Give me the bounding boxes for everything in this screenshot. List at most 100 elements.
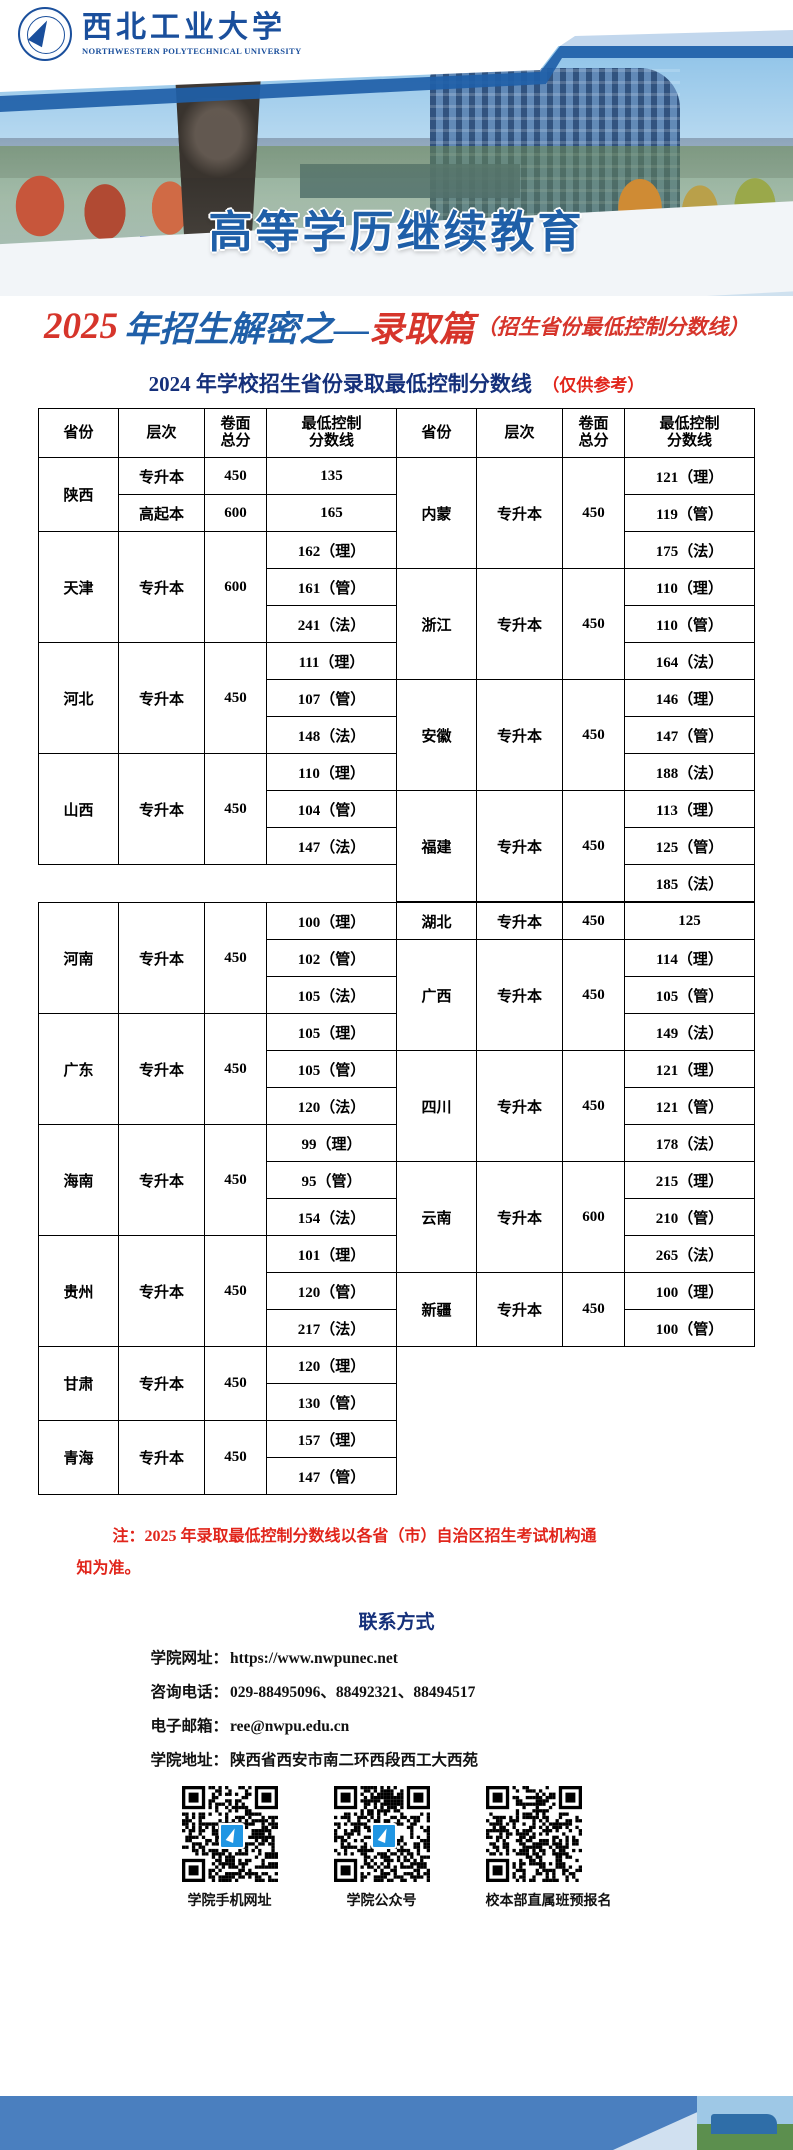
cell-level-left: 专升本 (118, 457, 205, 495)
cell-score-right: 100（理） (624, 1272, 755, 1310)
table-row: 217（法） 100（管） (39, 1309, 755, 1347)
cell-total-right: 450 (562, 568, 625, 680)
cell-province-left: 甘肃 (38, 1346, 119, 1421)
score-table-1-head: 省份 层次 卷面 总分 最低控制 分数线 省份 层次 卷面 总分 最低控制 (38, 408, 755, 458)
disclaimer-note-line2: 知为准。 (76, 1560, 141, 1577)
university-logo-bar: 西北工业大学 NORTHWESTERN POLYTECHNICAL UNIVER… (0, 0, 793, 68)
col-score-line2: 分数线 (666, 433, 712, 449)
cell-province-left: 山西 (38, 753, 119, 865)
score-table-1: 省份 层次 卷面 总分 最低控制 分数线 省份 层次 卷面 总分 最低控制 (38, 408, 755, 902)
cell-empty (396, 1420, 477, 1458)
qr-code-row: 学院手机网址 学院公众号 校本部直属班预报名 (0, 1786, 793, 1910)
table-row: 95（管） 云南 专升本 600 215（理） (39, 1161, 755, 1273)
contact-value: ree@nwpu.edu.cn (230, 1718, 350, 1735)
qr-code-caption: 学院公众号 (346, 1894, 417, 1909)
table-row: 147（管） (39, 1457, 755, 1495)
cell-score-left: 154（法） (266, 1198, 397, 1236)
table-row: 185（法） (38, 864, 755, 902)
cell-total-left: 450 (204, 1235, 267, 1347)
table-row: 147（法） 125（管） (39, 827, 755, 865)
main-title-parenthetical: （招生省份最低控制分数线） (476, 315, 750, 339)
qr-code-image[interactable] (485, 1786, 582, 1882)
contact-row-2: 电子邮箱： ree@nwpu.edu.cn (151, 1714, 677, 1736)
cell-score-right: 164（法） (624, 642, 755, 680)
cell-level-left: 专升本 (118, 1420, 205, 1495)
cell-level-left: 专升本 (118, 642, 205, 754)
cell-score-right: 188（法） (624, 753, 755, 791)
cell-empty (204, 864, 267, 902)
contact-row-3: 学院地址： 陕西省西安市南二环西段西工大西苑 (151, 1748, 677, 1770)
table-row: 陕西 专升本 450 135 内蒙 专升本 450 121（理） (38, 457, 755, 569)
qr-code-image[interactable] (181, 1786, 278, 1882)
disclaimer-note: 注：2025 年录取最低控制分数线以各省（市）自治区招生考试机构通 知为准。 (77, 1521, 717, 1585)
cell-score-right: 121（理） (624, 1050, 755, 1088)
university-seal-icon (18, 7, 72, 61)
cell-empty (624, 1457, 755, 1495)
cell-score-right: 105（管） (624, 976, 755, 1014)
cell-score-right: 265（法） (624, 1235, 755, 1273)
cell-score-left: 107（管） (266, 679, 397, 717)
cell-score-right: 210（管） (624, 1198, 755, 1236)
qr-code-item-1: 学院公众号 (333, 1786, 430, 1910)
table-row: 贵州 专升本 450 101（理） 265（法） (38, 1235, 755, 1347)
cell-province-left: 天津 (38, 531, 119, 643)
cell-province-right: 湖北 (396, 902, 477, 940)
cell-total-right: 450 (562, 679, 625, 791)
cell-score-right: 185（法） (624, 864, 755, 902)
table-header-row: 省份 层次 卷面 总分 最低控制 分数线 省份 层次 卷面 总分 最低控制 (38, 408, 755, 458)
cell-score-right: 147（管） (624, 716, 755, 754)
score-table-2: 河南 专升本 450 100（理） 湖北 专升本 450 125 102（管） 广西 专升本 450 1… (38, 902, 755, 1495)
contact-value: 陕西省西安市南二环西段西工大西苑 (230, 1752, 479, 1769)
cell-score-right: 125（管） (624, 827, 755, 865)
cell-total-left: 450 (204, 1420, 267, 1495)
score-table-2-body: 河南 专升本 450 100（理） 湖北 专升本 450 125 102（管） 广西 专升本 450 1… (38, 902, 755, 1495)
cell-score-left: 241（法） (266, 605, 397, 643)
cell-score-left: 102（管） (266, 939, 397, 977)
section-title-note: （仅供参考） (542, 376, 645, 395)
cell-score-left: 100（理） (266, 902, 397, 940)
main-title-year: 2025 (43, 305, 118, 347)
qr-code-image[interactable] (333, 1786, 430, 1882)
table-row: 甘肃 专升本 450 120（理） (38, 1346, 755, 1421)
cell-total-right: 450 (562, 457, 625, 569)
cell-score-right: 175（法） (624, 531, 755, 569)
cell-score-left: 148（法） (266, 716, 397, 754)
table-row: 154（法） 210（管） (39, 1198, 755, 1236)
cell-level-left: 专升本 (118, 1346, 205, 1421)
qr-code-caption: 学院手机网址 (187, 1894, 272, 1909)
cell-province-left: 贵州 (38, 1235, 119, 1347)
cell-province-left: 广东 (38, 1013, 119, 1125)
cell-score-left: 101（理） (266, 1235, 397, 1273)
cell-level-right: 专升本 (476, 939, 563, 1051)
main-title-blue-part: 年招生解密之— (123, 309, 369, 349)
cell-level-right: 专升本 (476, 1272, 563, 1347)
cell-province-left: 海南 (38, 1124, 119, 1236)
contact-label: 电子邮箱： (150, 1718, 229, 1735)
poster-header: 西北工业大学 NORTHWESTERN POLYTECHNICAL UNIVER… (0, 0, 793, 300)
cell-score-left: 135 (266, 457, 397, 495)
cell-empty (118, 864, 205, 902)
table-row: 广东 专升本 450 105（理） 149（法） (38, 1013, 755, 1125)
cell-total-right: 600 (562, 1161, 625, 1273)
table-row: 107（管） 安徽 专升本 450 146（理） (39, 679, 755, 791)
cell-score-left: 120（理） (266, 1346, 397, 1384)
contact-value[interactable]: https://www.nwpunec.net (230, 1650, 398, 1667)
cell-level-left: 高起本 (118, 494, 205, 532)
cell-level-right: 专升本 (476, 568, 563, 680)
cell-level-left: 专升本 (118, 753, 205, 865)
cell-level-right: 专升本 (476, 679, 563, 791)
footer-band-photo (697, 2096, 793, 2150)
cell-level-right: 专升本 (476, 1161, 563, 1273)
table-row: 天津 专升本 600 162（理） 175（法） (38, 531, 755, 643)
contact-label: 咨询电话： (150, 1684, 229, 1701)
col-score-line2: 分数线 (308, 433, 354, 449)
cell-empty (396, 1383, 477, 1421)
cell-empty (396, 1457, 477, 1495)
cell-empty (476, 1420, 563, 1458)
cell-province-right: 四川 (396, 1050, 477, 1162)
cell-empty (476, 1457, 563, 1495)
cell-score-left: 130（管） (266, 1383, 397, 1421)
cell-province-right: 内蒙 (396, 457, 477, 569)
university-name-en: NORTHWESTERN POLYTECHNICAL UNIVERSITY (82, 45, 302, 56)
